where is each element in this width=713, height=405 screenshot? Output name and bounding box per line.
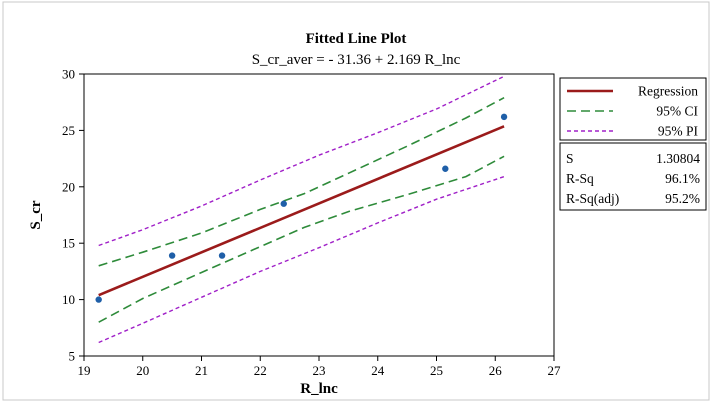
stats-name: R-Sq [566,171,594,186]
series-layer [95,75,508,344]
x-axis: 19 20 21 22 23 24 25 26 27 [78,356,562,378]
x-tick-label: 22 [254,363,267,378]
x-tick-label: 23 [313,363,326,378]
data-point [442,165,449,172]
x-tick-label: 25 [430,363,443,378]
x-tick-label: 19 [78,363,91,378]
legend: Regression 95% CI 95% PI [567,84,699,139]
x-axis-label: R_lnc [300,381,338,397]
x-tick-label: 26 [489,363,503,378]
chart-subtitle: S_cr_aver = - 31.36 + 2.169 R_lnc [252,52,461,68]
pi-upper-line [98,75,505,247]
legend-box [559,77,707,141]
legend-label: Regression [638,84,698,99]
stats-value: 96.1% [665,171,700,186]
pi-lower-line [98,175,505,344]
x-tick-label: 24 [371,363,385,378]
y-axis-label: S_cr [28,200,44,230]
regression-line [98,125,505,297]
ci-lower-line [98,155,505,323]
data-point [500,113,508,121]
y-axis: 5 10 15 20 25 30 [62,67,84,364]
legend-label: 95% CI [656,104,698,119]
y-tick-label: 20 [62,179,75,194]
y-tick-label: 30 [62,67,75,82]
x-tick-label: 27 [548,363,562,378]
x-tick-label: 21 [195,363,208,378]
stats-name: R-Sq(adj) [566,191,619,206]
stats-value: 95.2% [665,191,700,206]
plot-area [83,73,555,357]
y-tick-label: 25 [62,123,75,138]
stats-name: S [566,151,574,166]
x-tick-label: 20 [136,363,149,378]
stats-table: S 1.30804 R-Sq 96.1% R-Sq(adj) 95.2% [566,151,700,206]
data-point [95,296,102,303]
data-point [280,200,287,207]
y-tick-label: 5 [69,349,76,364]
chart-title: Fitted Line Plot [306,31,407,47]
stats-box [559,142,707,211]
legend-label: 95% PI [658,124,699,139]
y-tick-label: 15 [62,236,75,251]
stats-value: 1.30804 [656,151,700,166]
data-point [168,252,176,259]
data-point [218,252,226,259]
ci-upper-line [98,96,505,267]
y-tick-label: 10 [62,292,75,307]
